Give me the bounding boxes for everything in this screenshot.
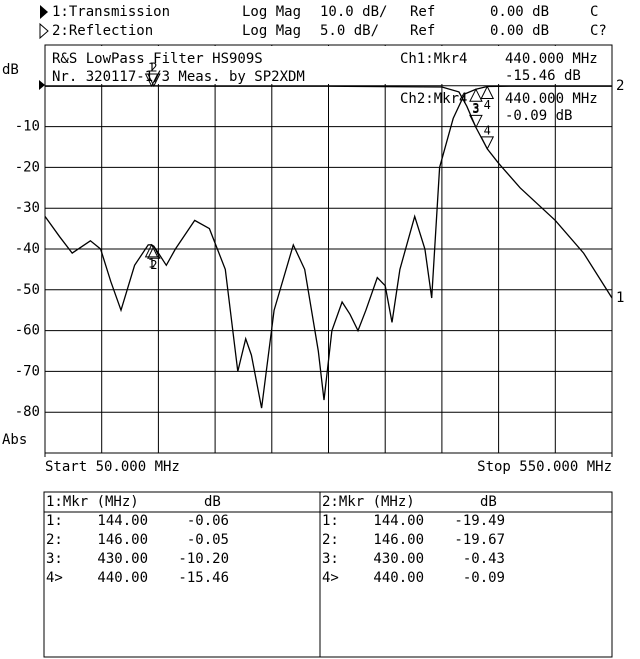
table-title: 2:Mkr (MHz) <box>322 494 415 510</box>
y-tick-label: -50 <box>15 282 40 298</box>
table-marker: 2: <box>46 532 63 548</box>
y-tick-label: -70 <box>15 363 40 379</box>
marker-table-frame <box>43 491 613 658</box>
header-scale: 5.0 dB/ <box>320 23 379 39</box>
marker-label: 2 <box>150 258 157 272</box>
table-marker: 1: <box>46 513 63 529</box>
chart-title: R&S LowPass Filter HS909S <box>52 51 263 67</box>
ref-arrow <box>39 80 45 90</box>
header-status: C? <box>590 23 607 39</box>
header-ref: Ref <box>410 23 435 39</box>
trace-name: 2:Reflection <box>52 23 153 39</box>
table-value: -19.67 <box>454 532 505 548</box>
header-status: C <box>590 4 598 20</box>
marker <box>469 88 483 102</box>
marker <box>480 85 495 100</box>
marker-label: 1 <box>148 256 155 270</box>
readout-value: -15.46 dB <box>505 68 581 84</box>
table-value: -0.43 <box>463 551 505 567</box>
header-ref-value: 0.00 dB <box>490 23 549 39</box>
y-tick-label: -30 <box>15 200 40 216</box>
table-value: -15.46 <box>178 570 229 586</box>
table-value: -0.09 <box>463 570 505 586</box>
marker-label: 2 <box>150 61 157 75</box>
table-freq: 430.00 <box>97 551 148 567</box>
trace-end-label: 2 <box>616 78 624 94</box>
readout-value: -0.09 dB <box>505 108 572 124</box>
readout-box <box>398 46 611 84</box>
header-ref: Ref <box>410 4 435 20</box>
marker-label: 4 <box>484 123 491 137</box>
x-tick-label: Start 50.000 MHz <box>45 459 180 475</box>
table-freq: 440.00 <box>373 570 424 586</box>
marker <box>144 243 159 258</box>
table-value: -19.49 <box>454 513 505 529</box>
y-tick-label: -60 <box>15 323 40 339</box>
table-marker: 1: <box>322 513 339 529</box>
marker-label: 3 <box>472 101 479 115</box>
table-unit: dB <box>480 494 497 510</box>
marker-label: 1 <box>148 61 155 75</box>
y-axis-mode: Abs <box>2 432 27 448</box>
y-axis-unit: dB <box>2 62 19 78</box>
table-marker: 3: <box>322 551 339 567</box>
table-freq: 144.00 <box>373 513 424 529</box>
y-tick-label: -40 <box>15 241 40 257</box>
marker <box>147 73 161 88</box>
y-tick-label: -10 <box>15 119 40 135</box>
table-marker: 2: <box>322 532 339 548</box>
table-value: -0.05 <box>187 532 229 548</box>
y-tick-label: -20 <box>15 159 40 175</box>
x-tick-label: Stop 550.000 MHz <box>477 459 612 475</box>
header-scale: 10.0 dB/ <box>320 4 387 20</box>
header-ref-value: 0.00 dB <box>490 4 549 20</box>
readout-freq: 440.000 MHz <box>505 91 598 107</box>
table-unit: dB <box>204 494 221 510</box>
table-marker: 4> <box>322 570 339 586</box>
annotation-box <box>46 46 398 84</box>
table-freq: 146.00 <box>97 532 148 548</box>
channel-icon <box>39 22 49 40</box>
table-marker: 4> <box>46 570 63 586</box>
active-channel-icon <box>40 5 48 19</box>
table-freq: 440.00 <box>97 570 148 586</box>
table-value: -0.06 <box>187 513 229 529</box>
header-format: Log Mag <box>242 23 301 39</box>
readout-freq: 440.000 MHz <box>505 51 598 67</box>
chart-subtitle: Nr. 320117-1/3 Meas. by SP2XDM <box>52 69 305 85</box>
y-tick-label: -80 <box>15 404 40 420</box>
table-freq: 144.00 <box>97 513 148 529</box>
marker-label: 3 <box>472 102 479 116</box>
readout-marker: Ch2:Mkr4 <box>400 91 467 107</box>
table-value: -10.20 <box>178 551 229 567</box>
table-freq: 146.00 <box>373 532 424 548</box>
marker-label: 4 <box>484 98 491 112</box>
table-marker: 3: <box>46 551 63 567</box>
readout-marker: Ch1:Mkr4 <box>400 51 467 67</box>
marker <box>469 114 483 129</box>
marker <box>480 136 495 150</box>
trace-end-label: 1 <box>616 290 624 306</box>
trace-name: 1:Transmission <box>52 4 170 20</box>
table-title: 1:Mkr (MHz) <box>46 494 139 510</box>
table-freq: 430.00 <box>373 551 424 567</box>
marker <box>147 245 161 259</box>
header-format: Log Mag <box>242 4 301 20</box>
trace-line <box>44 85 612 409</box>
